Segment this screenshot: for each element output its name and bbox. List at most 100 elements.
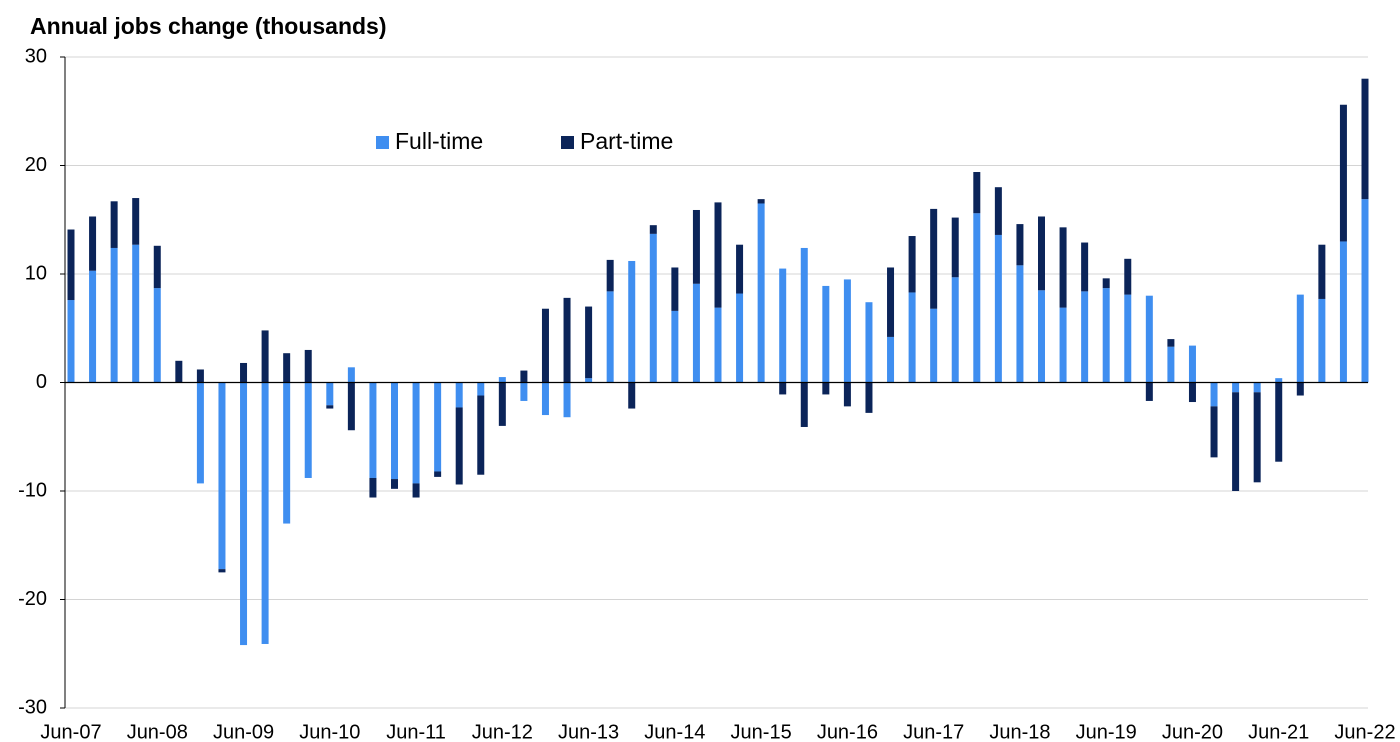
bar-segment <box>196 382 204 484</box>
bar-segment <box>1318 298 1326 383</box>
y-tick-label: 20 <box>25 154 47 176</box>
bar-segment <box>175 360 183 383</box>
x-tick-label: Jun-22 <box>1334 721 1395 742</box>
x-tick-label: Jun-09 <box>213 721 274 742</box>
bar-segment <box>628 260 636 383</box>
bar-segment <box>779 268 787 383</box>
bar-segment <box>477 382 485 396</box>
bar-segment <box>326 382 334 406</box>
bar-segment <box>1038 216 1045 291</box>
bar-segment <box>757 203 765 383</box>
bar-segment <box>110 247 118 383</box>
bar-segment <box>887 336 895 383</box>
bar-segment <box>347 382 355 431</box>
y-tick-label: -30 <box>18 696 47 718</box>
bar-segment <box>498 377 506 383</box>
bar-segment <box>585 378 593 383</box>
x-tick-label: Jun-14 <box>644 721 705 742</box>
bar-segment <box>1081 242 1089 292</box>
bar-segment <box>563 297 571 383</box>
legend-swatch <box>561 136 574 149</box>
bar-segment <box>1210 382 1218 407</box>
bar-segment <box>1016 224 1024 266</box>
x-tick-label: Jun-12 <box>472 721 533 742</box>
grid <box>65 56 1368 709</box>
x-tick-label: Jun-16 <box>817 721 878 742</box>
bar-segment <box>757 199 765 204</box>
y-tick-label: 30 <box>25 45 47 67</box>
bar-segment <box>1296 294 1304 383</box>
bar-segment <box>606 291 614 383</box>
bar-segment <box>822 285 830 383</box>
bar-segment <box>908 236 916 293</box>
bar-segment <box>153 288 161 383</box>
bar-segment <box>153 245 161 289</box>
bar-segment <box>541 382 549 416</box>
bar-segment <box>994 187 1002 235</box>
bar-segment <box>132 244 140 383</box>
bar-segment <box>1167 346 1175 383</box>
bar-segment <box>800 382 808 427</box>
bar-segment <box>196 369 204 383</box>
bar-segment <box>692 209 700 284</box>
bar-segment <box>1081 291 1089 383</box>
bar-segment <box>520 382 528 401</box>
bar-segment <box>391 382 398 480</box>
y-tick-label: 10 <box>25 262 47 284</box>
bar-segment <box>822 382 830 395</box>
bar-segment <box>283 382 291 524</box>
bar-segment <box>67 300 75 383</box>
bar-segment <box>434 382 442 472</box>
bar-segment <box>714 202 722 308</box>
x-tick-label: Jun-21 <box>1248 721 1309 742</box>
bar-segment <box>585 306 593 379</box>
bar-segment <box>1339 241 1347 383</box>
bar-segment <box>240 382 248 646</box>
bar-segment <box>455 382 463 408</box>
bar-segment <box>1275 382 1283 462</box>
bar-segment <box>1232 392 1240 491</box>
bar-segment <box>412 382 420 484</box>
x-tick-label: Jun-13 <box>558 721 619 742</box>
bar-segment <box>994 234 1002 383</box>
bar-segment <box>973 172 981 214</box>
bar-segment <box>649 225 657 234</box>
bars <box>67 78 1369 646</box>
bar-segment <box>887 267 895 337</box>
bar-segment <box>1145 382 1153 401</box>
bar-segment <box>1339 104 1347 242</box>
bar-segment <box>1124 258 1132 295</box>
bar-segment <box>1059 227 1067 308</box>
bar-segment <box>369 477 377 498</box>
x-tick-label: Jun-11 <box>386 721 446 742</box>
bar-segment <box>1059 307 1067 383</box>
bar-segment <box>240 362 248 383</box>
bar-segment <box>369 382 377 478</box>
bar-segment <box>1361 78 1369 200</box>
x-tick-label: Jun-10 <box>299 721 360 742</box>
bar-segment <box>326 405 334 409</box>
y-tick-label: 0 <box>36 371 47 393</box>
bar-segment <box>434 471 442 477</box>
bar-segment <box>1016 265 1024 383</box>
bar-segment <box>1102 288 1110 383</box>
legend-swatch <box>376 136 389 149</box>
x-tick-label: Jun-07 <box>40 721 101 742</box>
bar-segment <box>714 307 722 383</box>
x-tick-label: Jun-17 <box>903 721 964 742</box>
bar-segment <box>930 308 938 383</box>
bar-segment <box>1361 199 1369 383</box>
bar-segment <box>908 292 916 383</box>
bar-segment <box>1210 406 1218 458</box>
bar-segment <box>1232 382 1240 393</box>
bar-segment <box>671 310 679 383</box>
bar-segment <box>520 370 528 383</box>
bar-segment <box>1296 382 1304 396</box>
bar-segment <box>89 270 97 383</box>
bar-segment <box>1167 339 1175 347</box>
bar-segment <box>606 259 614 292</box>
bar-segment <box>1188 345 1196 383</box>
bar-segment <box>498 382 506 426</box>
bar-segment <box>1318 244 1326 299</box>
